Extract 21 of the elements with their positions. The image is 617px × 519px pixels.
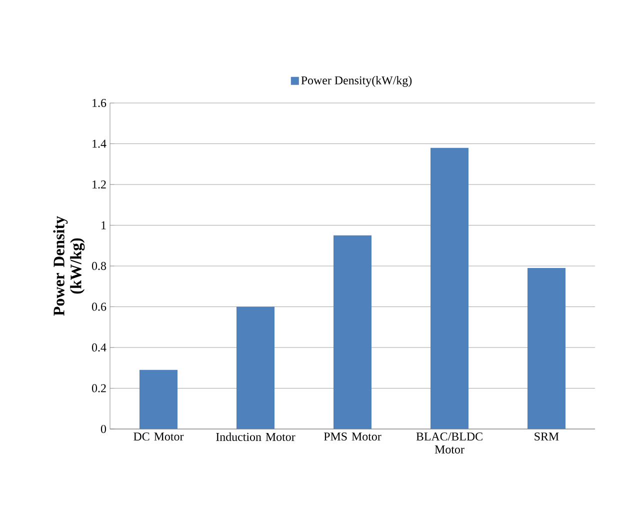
bar: [334, 235, 372, 429]
bar: [140, 370, 178, 429]
x-tick-label: SRM: [534, 432, 559, 441]
x-tick-label: DC Motor: [134, 432, 184, 441]
y-tick-label: 1.2: [92, 180, 106, 189]
bar: [528, 268, 566, 429]
bar: [236, 306, 274, 429]
x-tick-label: PMS Motor: [324, 432, 382, 441]
x-tick-label: BLAC/BLDC Motor: [416, 432, 482, 454]
y-tick-label: 0: [100, 424, 106, 434]
y-tick-label: 1.6: [92, 98, 106, 108]
y-tick-label: 0.2: [92, 384, 106, 392]
y-tick-label: 1: [102, 221, 106, 230]
legend-label: Power Density(kW/kg): [301, 76, 412, 87]
y-tick-label: 0.8: [92, 262, 106, 270]
bar: [430, 148, 469, 429]
y-tick-label: 0.6: [92, 302, 106, 311]
x-tick-label: Induction Motor: [216, 432, 296, 441]
y-axis-title: Power Density (kW/kg): [53, 216, 85, 316]
y-tick-label: 1.4: [92, 140, 106, 148]
y-tick-label: 0.4: [92, 343, 106, 352]
